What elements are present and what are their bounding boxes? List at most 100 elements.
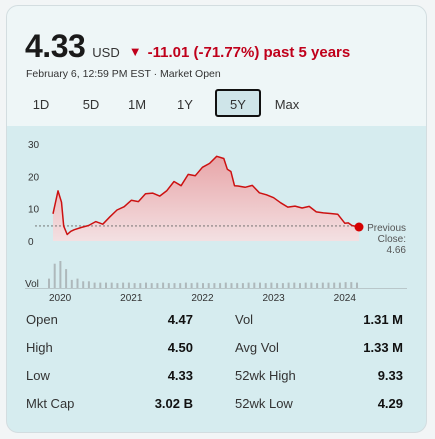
volume-bar (48, 278, 50, 288)
volume-bar (281, 283, 284, 288)
stock-quote-card: 4.33 USD ▼ -11.01 (-71.77%) past 5 years… (6, 5, 427, 433)
current-price: 4.33 (25, 28, 86, 64)
stat-value-1: 4.50 (167, 340, 193, 355)
volume-bar (270, 282, 273, 288)
range-button-max[interactable]: Max (274, 97, 300, 112)
volume-bar (230, 283, 233, 288)
range-button-5d[interactable]: 5D (82, 97, 100, 112)
range-button-1y[interactable]: 1Y (177, 97, 193, 112)
down-arrow-icon: ▼ (128, 44, 142, 59)
volume-bar (162, 282, 165, 288)
x-tick-label: 2020 (49, 293, 72, 304)
volume-bar (196, 282, 199, 288)
volume-bar (350, 282, 353, 288)
stat-value-2: 4.33 (167, 368, 193, 383)
volume-bar (213, 283, 216, 288)
volume-bar (310, 282, 313, 288)
volume-bar (333, 282, 336, 288)
volume-bar (304, 282, 307, 288)
price-row: 4.33 USD ▼ -11.01 (-71.77%) past 5 years (25, 28, 350, 65)
volume-bar (87, 281, 90, 289)
volume-bar (236, 283, 239, 288)
volume-bar (293, 282, 296, 288)
volume-bar (105, 282, 107, 288)
previous-close-label: Previous (367, 223, 406, 234)
stat-row: Low 4.33 52wk High 9.33 (7, 362, 426, 390)
x-tick-label: 2022 (191, 293, 214, 304)
volume-bar (321, 282, 324, 288)
volume-bar (287, 282, 290, 288)
volume-bar (327, 282, 330, 288)
volume-bar (241, 283, 244, 288)
volume-bar (184, 282, 187, 288)
volume-bar (82, 281, 85, 289)
volume-bar (276, 283, 279, 288)
volume-bar (259, 282, 261, 288)
price-change: -11.01 (-71.77%) past 5 years (147, 44, 351, 61)
range-button-1d[interactable]: 1D (32, 97, 50, 112)
volume-bar (116, 283, 119, 288)
stat-label-0: Open (26, 312, 58, 327)
price-line (52, 155, 360, 236)
volume-bar (139, 283, 142, 288)
volume-bar (156, 283, 159, 288)
x-tick-label: 2023 (262, 293, 285, 304)
x-tick-label: 2021 (120, 293, 143, 304)
stat-value2-0: 1.31 M (363, 312, 403, 327)
volume-bar (219, 283, 222, 288)
stat-value2-2: 9.33 (377, 368, 403, 383)
volume-bar (99, 282, 102, 288)
volume-bar (202, 283, 204, 288)
volume-bar (110, 282, 113, 288)
stat-label-3: Mkt Cap (26, 396, 75, 411)
previous-close-label: Close: (378, 234, 406, 245)
range-button-1m[interactable]: 1M (127, 97, 147, 112)
volume-bar (70, 279, 73, 288)
volume-bar (122, 282, 125, 288)
volume-bar (338, 282, 341, 288)
volume-bar (299, 283, 301, 288)
volume-bar (356, 282, 358, 288)
volume-label: Vol (25, 279, 39, 290)
volume-bar (179, 283, 182, 288)
stat-row: High 4.50 Avg Vol 1.33 M (7, 334, 426, 362)
volume-bar (59, 261, 62, 288)
volume-bar (253, 282, 256, 288)
stat-label2-0: Vol (235, 312, 254, 327)
y-tick-label: 0 (28, 237, 34, 248)
volume-bar (247, 282, 250, 288)
volume-bar (316, 283, 319, 288)
stat-label2-2: 52wk High (235, 368, 296, 383)
volume-bar (127, 282, 130, 288)
stat-row: Open 4.47 Vol 1.31 M (7, 306, 426, 334)
stat-label2-1: Avg Vol (235, 340, 279, 355)
previous-close-value: 4.66 (387, 245, 407, 256)
y-tick-label: 30 (28, 140, 40, 151)
volume-bar (167, 283, 170, 288)
stat-value-3: 3.02 B (154, 396, 193, 411)
volume-bar (76, 278, 79, 288)
y-tick-label: 10 (28, 205, 40, 216)
stat-value-0: 4.47 (167, 312, 193, 327)
range-button-5y[interactable]: 5Y (215, 89, 261, 117)
stat-label-2: Low (26, 368, 50, 383)
stat-value2-1: 1.33 M (363, 340, 403, 355)
currency-label: USD (92, 45, 120, 60)
volume-bar (53, 263, 56, 288)
volume-bar (150, 283, 153, 288)
volume-bar (344, 282, 347, 288)
stat-label-1: High (26, 340, 53, 355)
volume-bar (207, 283, 210, 288)
last-price-marker (354, 222, 364, 232)
volume-bar (264, 283, 267, 288)
quote-timestamp: February 6, 12:59 PM EST · Market Open (26, 68, 221, 80)
stat-value2-3: 4.29 (377, 396, 403, 411)
volume-bar (93, 282, 96, 288)
volume-bar (173, 283, 176, 288)
volume-bar (190, 283, 193, 288)
price-area (53, 156, 359, 241)
volume-bar (145, 282, 147, 288)
volume-bar (133, 283, 136, 288)
time-range-selector: 1D 5D 1M 1Y 5Y Max (21, 89, 307, 117)
